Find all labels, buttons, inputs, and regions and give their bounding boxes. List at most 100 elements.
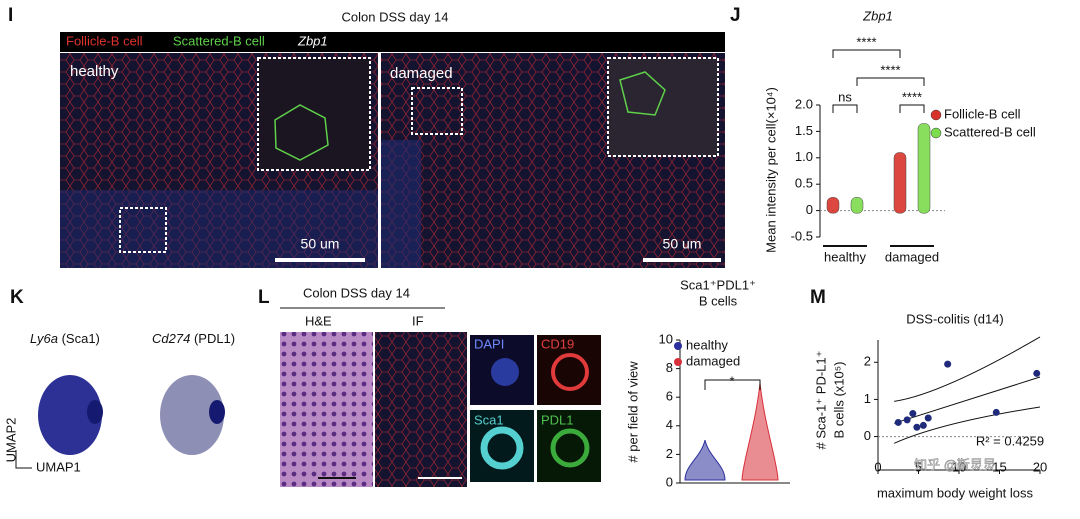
method-label: H&E xyxy=(305,313,332,328)
umap xyxy=(160,375,224,455)
legend-entry: Follicle-B cell xyxy=(66,33,143,48)
strip xyxy=(850,197,864,214)
axis-label: UMAP1 xyxy=(36,459,81,474)
y-tick-label: 0.5 xyxy=(795,176,813,191)
strip xyxy=(893,152,907,214)
confidence-band xyxy=(893,406,1041,444)
cell xyxy=(491,358,519,386)
chart-title: B cells xyxy=(699,293,738,308)
scale-label: 50 um xyxy=(301,236,340,252)
strip xyxy=(917,123,931,214)
y-tick-label: 8 xyxy=(666,360,673,375)
legend-marker xyxy=(930,109,942,121)
y-tick-label: 1.0 xyxy=(795,149,813,164)
bracket xyxy=(832,49,901,58)
channel-label: DAPI xyxy=(474,336,504,351)
legend-entry: Scattered-B cell xyxy=(944,124,1036,139)
scale-bar xyxy=(275,258,365,262)
panel-letter: I xyxy=(8,5,13,26)
y-tick-label: 6 xyxy=(666,389,673,404)
point xyxy=(1033,369,1041,377)
chart-title: Sca1⁺PDL1⁺ xyxy=(680,277,756,292)
axis-label: Mean intensity per cell(×10⁴) xyxy=(763,87,778,253)
annotation: R² = 0.4259 xyxy=(976,433,1044,448)
channel-label: Sca1 xyxy=(474,412,504,427)
channel-image xyxy=(537,335,601,405)
image-label: damaged xyxy=(390,65,453,82)
y-tick-label: 1 xyxy=(864,391,871,406)
cell-outline xyxy=(619,71,666,116)
inset-box xyxy=(411,87,463,135)
panel-title: Zbp1 xyxy=(862,8,893,23)
inset xyxy=(257,57,371,171)
point xyxy=(913,423,921,431)
gene: Ly6a xyxy=(30,331,58,346)
legend-bar xyxy=(60,32,725,52)
watermark: 知乎 @靳炅炅 xyxy=(914,457,996,472)
legend-entry: damaged xyxy=(686,353,740,368)
cell-outline xyxy=(274,104,329,161)
x-tick-label: 10 xyxy=(952,459,966,474)
significance: **** xyxy=(880,62,900,77)
strip xyxy=(826,197,840,214)
significance: **** xyxy=(902,89,922,104)
axis-label: B cells (x10⁵) xyxy=(831,362,846,439)
y-tick-label: 10 xyxy=(659,331,673,346)
panel-letter: M xyxy=(810,287,826,308)
gene: Cd274 xyxy=(152,331,190,346)
confidence-band xyxy=(894,336,1041,402)
legend-entry: Zbp1 xyxy=(297,33,328,48)
violin xyxy=(741,382,779,481)
y-tick-label: 2 xyxy=(864,354,871,369)
y-tick-label: 2.0 xyxy=(795,96,813,111)
legend-marker xyxy=(674,342,682,350)
image-label: healthy xyxy=(70,63,119,80)
axis-label: maximum body weight loss xyxy=(877,485,1034,500)
x-tick-label: healthy xyxy=(824,249,866,264)
protein: (PDL1) xyxy=(194,331,235,346)
method-label: IF xyxy=(412,313,424,328)
point xyxy=(894,418,902,426)
significance: ns xyxy=(838,89,852,104)
bracket xyxy=(899,104,925,113)
scale-label: 50 um xyxy=(663,236,702,252)
cell xyxy=(480,426,524,470)
gene-label: Cd274 (PDL1) xyxy=(152,331,235,346)
point xyxy=(909,410,917,418)
legend-marker xyxy=(674,358,682,366)
umap-axes xyxy=(15,450,32,469)
bracket xyxy=(856,77,925,86)
channel-image xyxy=(537,410,601,482)
he-image xyxy=(280,332,373,487)
fit-line xyxy=(894,376,1041,424)
chart-title: DSS-colitis (d14) xyxy=(906,311,1004,326)
significance: **** xyxy=(856,34,876,49)
y-tick-label: 1.5 xyxy=(795,123,813,138)
x-tick-label: 15 xyxy=(992,459,1006,474)
scale-bar xyxy=(643,258,721,262)
region xyxy=(60,190,378,268)
axis-label: UMAP2 xyxy=(3,418,18,463)
channel-label: CD19 xyxy=(541,336,574,351)
panel-title: Colon DSS day 14 xyxy=(303,285,410,300)
x-tick-label: 5 xyxy=(915,459,922,474)
bracket xyxy=(704,379,761,390)
y-tick-label: 0 xyxy=(864,428,871,443)
x-tick-label: 0 xyxy=(874,459,881,474)
y-tick-label: 0 xyxy=(806,202,813,217)
point xyxy=(924,414,932,422)
axis-label: # Sca-1⁺ PD-L1⁺ xyxy=(813,351,828,450)
significance: * xyxy=(729,373,734,388)
x-tick-label: damaged xyxy=(885,249,939,264)
cell xyxy=(551,353,589,391)
protein: (Sca1) xyxy=(62,331,100,346)
umap xyxy=(209,400,225,424)
legend-entry: Scattered-B cell xyxy=(173,33,265,48)
gene-label: Ly6a (Sca1) xyxy=(30,331,100,346)
violin xyxy=(684,439,726,481)
panel-title: Colon DSS day 14 xyxy=(342,9,449,24)
cell xyxy=(550,428,590,468)
inset xyxy=(607,57,719,157)
y-tick-label: 4 xyxy=(666,417,673,432)
